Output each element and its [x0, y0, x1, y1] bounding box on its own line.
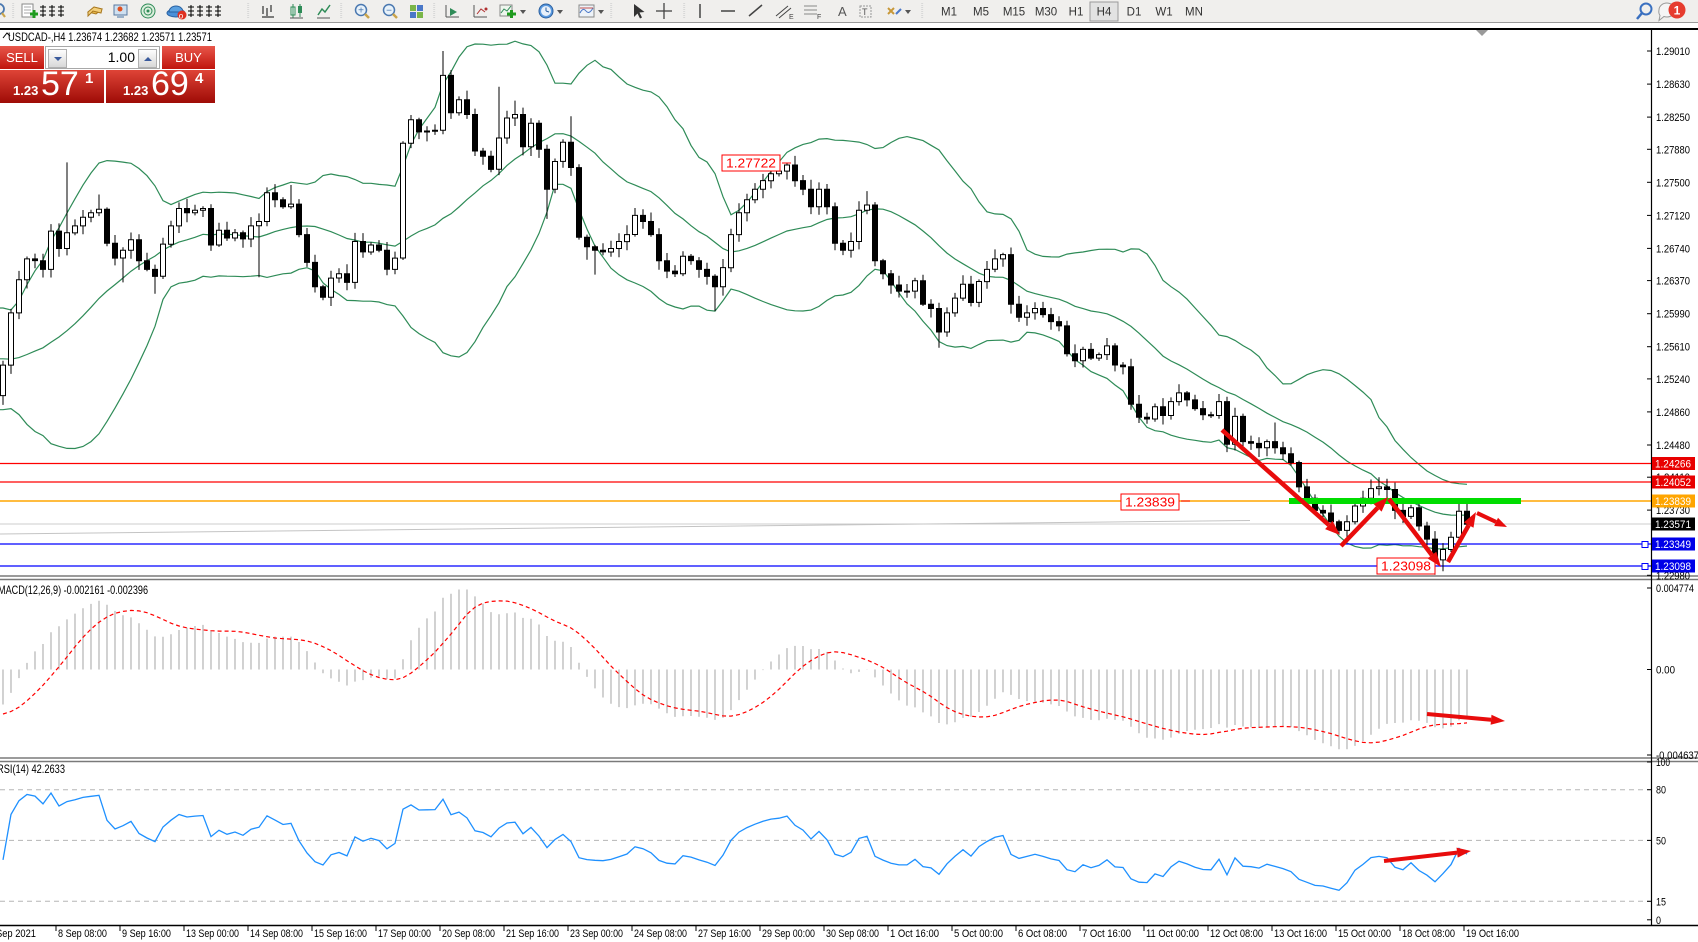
svg-text:1.27880: 1.27880 [1656, 144, 1690, 156]
svg-text:23 Sep 00:00: 23 Sep 00:00 [570, 928, 623, 940]
svg-text:9 Sep 16:00: 9 Sep 16:00 [122, 928, 171, 940]
svg-text:1.23839: 1.23839 [1125, 495, 1175, 510]
svg-text:1.25240: 1.25240 [1656, 374, 1690, 386]
svg-text:1.24266: 1.24266 [1655, 459, 1691, 471]
svg-text:USDCAD-,H4 1.23674 1.23682 1.: USDCAD-,H4 1.23674 1.23682 1.23571 1.235… [8, 30, 212, 44]
svg-text:1.23349: 1.23349 [1655, 539, 1691, 551]
svg-text:M1: M1 [941, 7, 957, 19]
svg-text:M15: M15 [1003, 7, 1025, 19]
svg-text:24 Sep 08:00: 24 Sep 08:00 [634, 928, 687, 940]
svg-text:T: T [862, 7, 868, 17]
svg-text:0.00: 0.00 [1656, 665, 1675, 677]
svg-text:1.26370: 1.26370 [1656, 276, 1690, 288]
svg-text:21 Sep 16:00: 21 Sep 16:00 [506, 928, 559, 940]
svg-text:1.23839: 1.23839 [1655, 496, 1691, 508]
svg-text:29 Sep 00:00: 29 Sep 00:00 [762, 928, 815, 940]
svg-text:1.23098: 1.23098 [1655, 561, 1691, 573]
svg-text:12 Oct 08:00: 12 Oct 08:00 [1210, 928, 1263, 940]
svg-text:MN: MN [1185, 7, 1203, 19]
svg-text:1.27722: 1.27722 [726, 156, 776, 171]
svg-text:RSI(14) 42.2633: RSI(14) 42.2633 [0, 762, 65, 776]
svg-text:13 Sep 00:00: 13 Sep 00:00 [186, 928, 239, 940]
svg-text:15: 15 [1656, 896, 1666, 908]
svg-text:100: 100 [1656, 757, 1670, 769]
svg-text:1.23730: 1.23730 [1656, 505, 1690, 517]
svg-text:1.25990: 1.25990 [1656, 309, 1690, 321]
svg-text:1.28250: 1.28250 [1656, 112, 1690, 124]
svg-text:17 Sep 00:00: 17 Sep 00:00 [378, 928, 431, 940]
svg-text:1.22980: 1.22980 [1656, 570, 1690, 582]
svg-text:D1: D1 [1127, 7, 1142, 19]
svg-text:1.24052: 1.24052 [1655, 477, 1691, 489]
svg-text:1: 1 [1674, 4, 1681, 18]
svg-text:6 Oct 08:00: 6 Oct 08:00 [1018, 928, 1067, 940]
svg-text:5 Oct 00:00: 5 Oct 00:00 [954, 928, 1003, 940]
svg-text:1.27120: 1.27120 [1656, 210, 1690, 222]
svg-text:1.29010: 1.29010 [1656, 46, 1690, 58]
svg-text:F: F [817, 14, 821, 21]
svg-text:1.23571: 1.23571 [1655, 519, 1691, 531]
svg-text:H1: H1 [1069, 7, 1084, 19]
svg-text:Sep 2021: Sep 2021 [0, 928, 36, 940]
svg-text:7 Oct 16:00: 7 Oct 16:00 [1082, 928, 1131, 940]
svg-text:80: 80 [1656, 785, 1666, 797]
svg-text:1.28630: 1.28630 [1656, 79, 1690, 91]
svg-text:A: A [838, 4, 847, 19]
svg-text:-0.004637: -0.004637 [1656, 750, 1698, 762]
svg-text:MACD(12,26,9) -0.002161 -0.002: MACD(12,26,9) -0.002161 -0.002396 [0, 583, 148, 597]
svg-text:30 Sep 08:00: 30 Sep 08:00 [826, 928, 879, 940]
svg-text:1.27500: 1.27500 [1656, 177, 1690, 189]
svg-text:11 Oct 00:00: 11 Oct 00:00 [1146, 928, 1199, 940]
svg-text:1.24860: 1.24860 [1656, 407, 1690, 419]
svg-text:o: o [179, 12, 184, 21]
svg-text:0.004774: 0.004774 [1656, 583, 1694, 595]
svg-text:−: − [386, 6, 392, 17]
svg-text:50: 50 [1656, 835, 1666, 847]
svg-text:1.24480: 1.24480 [1656, 440, 1690, 452]
svg-text:1.26740: 1.26740 [1656, 243, 1690, 255]
svg-text:0: 0 [1656, 915, 1661, 927]
svg-text:19 Oct 16:00: 19 Oct 16:00 [1466, 928, 1519, 940]
svg-text:15 Sep 16:00: 15 Sep 16:00 [314, 928, 367, 940]
svg-text:18 Oct 08:00: 18 Oct 08:00 [1402, 928, 1455, 940]
svg-text:14 Sep 08:00: 14 Sep 08:00 [250, 928, 303, 940]
svg-text:13 Oct 16:00: 13 Oct 16:00 [1274, 928, 1327, 940]
svg-text:M30: M30 [1035, 7, 1057, 19]
svg-text:W1: W1 [1155, 7, 1172, 19]
svg-text:1.23098: 1.23098 [1381, 559, 1431, 574]
svg-text:M5: M5 [973, 7, 989, 19]
svg-text:E: E [789, 14, 794, 21]
svg-text:27 Sep 16:00: 27 Sep 16:00 [698, 928, 751, 940]
svg-text:1 Oct 16:00: 1 Oct 16:00 [890, 928, 939, 940]
svg-text:8 Sep 08:00: 8 Sep 08:00 [58, 928, 107, 940]
svg-text:20 Sep 08:00: 20 Sep 08:00 [442, 928, 495, 940]
svg-text:H4: H4 [1097, 7, 1112, 19]
svg-text:1.25610: 1.25610 [1656, 342, 1690, 354]
svg-text:+: + [358, 6, 364, 17]
svg-text:15 Oct 00:00: 15 Oct 00:00 [1338, 928, 1391, 940]
